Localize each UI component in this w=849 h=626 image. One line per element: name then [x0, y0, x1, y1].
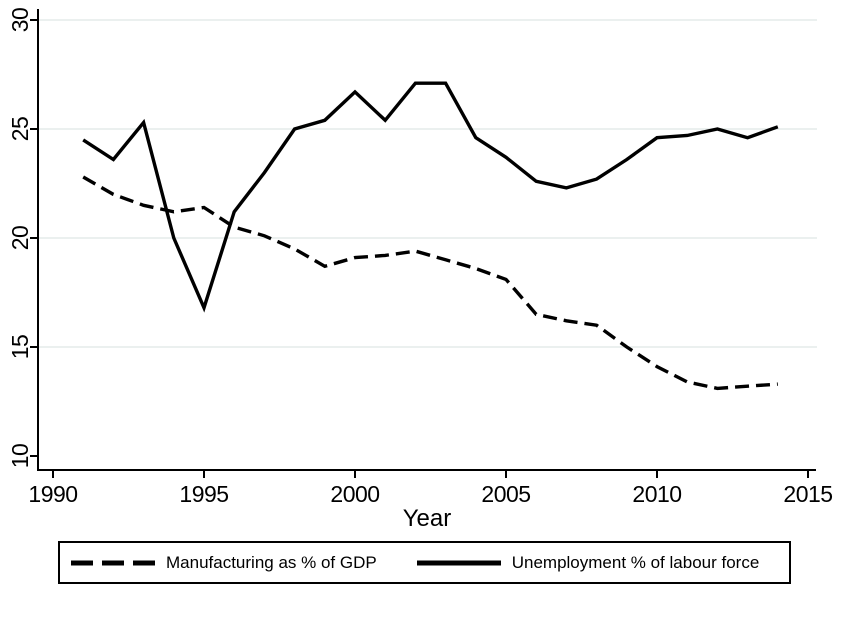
x-axis-title: Year: [403, 505, 452, 532]
legend: Manufacturing as % of GDP Unemployment %…: [58, 541, 791, 584]
dashed-line-key-icon: [71, 560, 155, 565]
unemployment-line: [82, 81, 779, 313]
y-tick-label: 15: [7, 335, 33, 360]
y-tick-label: 20: [7, 226, 33, 251]
solid-line-key-icon: [416, 560, 501, 565]
x-tick-label: 2010: [632, 481, 681, 507]
x-tick-label: 2000: [330, 481, 379, 507]
x-tick-label: 1990: [28, 481, 77, 507]
y-tick-label: 25: [7, 117, 33, 142]
manufacturing-line: [82, 175, 778, 391]
y-tick-label: 10: [7, 444, 33, 469]
x-tick-label: 1995: [179, 481, 228, 507]
y-tick-label: 30: [7, 8, 33, 33]
x-tick-label: 2015: [783, 481, 832, 507]
plot-area: Year 10 15 20 25 30 1990 1995 2000 2005 2010 2015: [7, 8, 833, 532]
x-tick-label: 2005: [481, 481, 530, 507]
legend-label-unemployment: Unemployment % of labour force: [511, 552, 760, 572]
legend-label-manufacturing: Manufacturing as % of GDP: [166, 552, 377, 572]
legend-item-unemployment: Unemployment % of labour force: [416, 552, 760, 573]
legend-item-manufacturing: Manufacturing as % of GDP: [71, 553, 377, 573]
